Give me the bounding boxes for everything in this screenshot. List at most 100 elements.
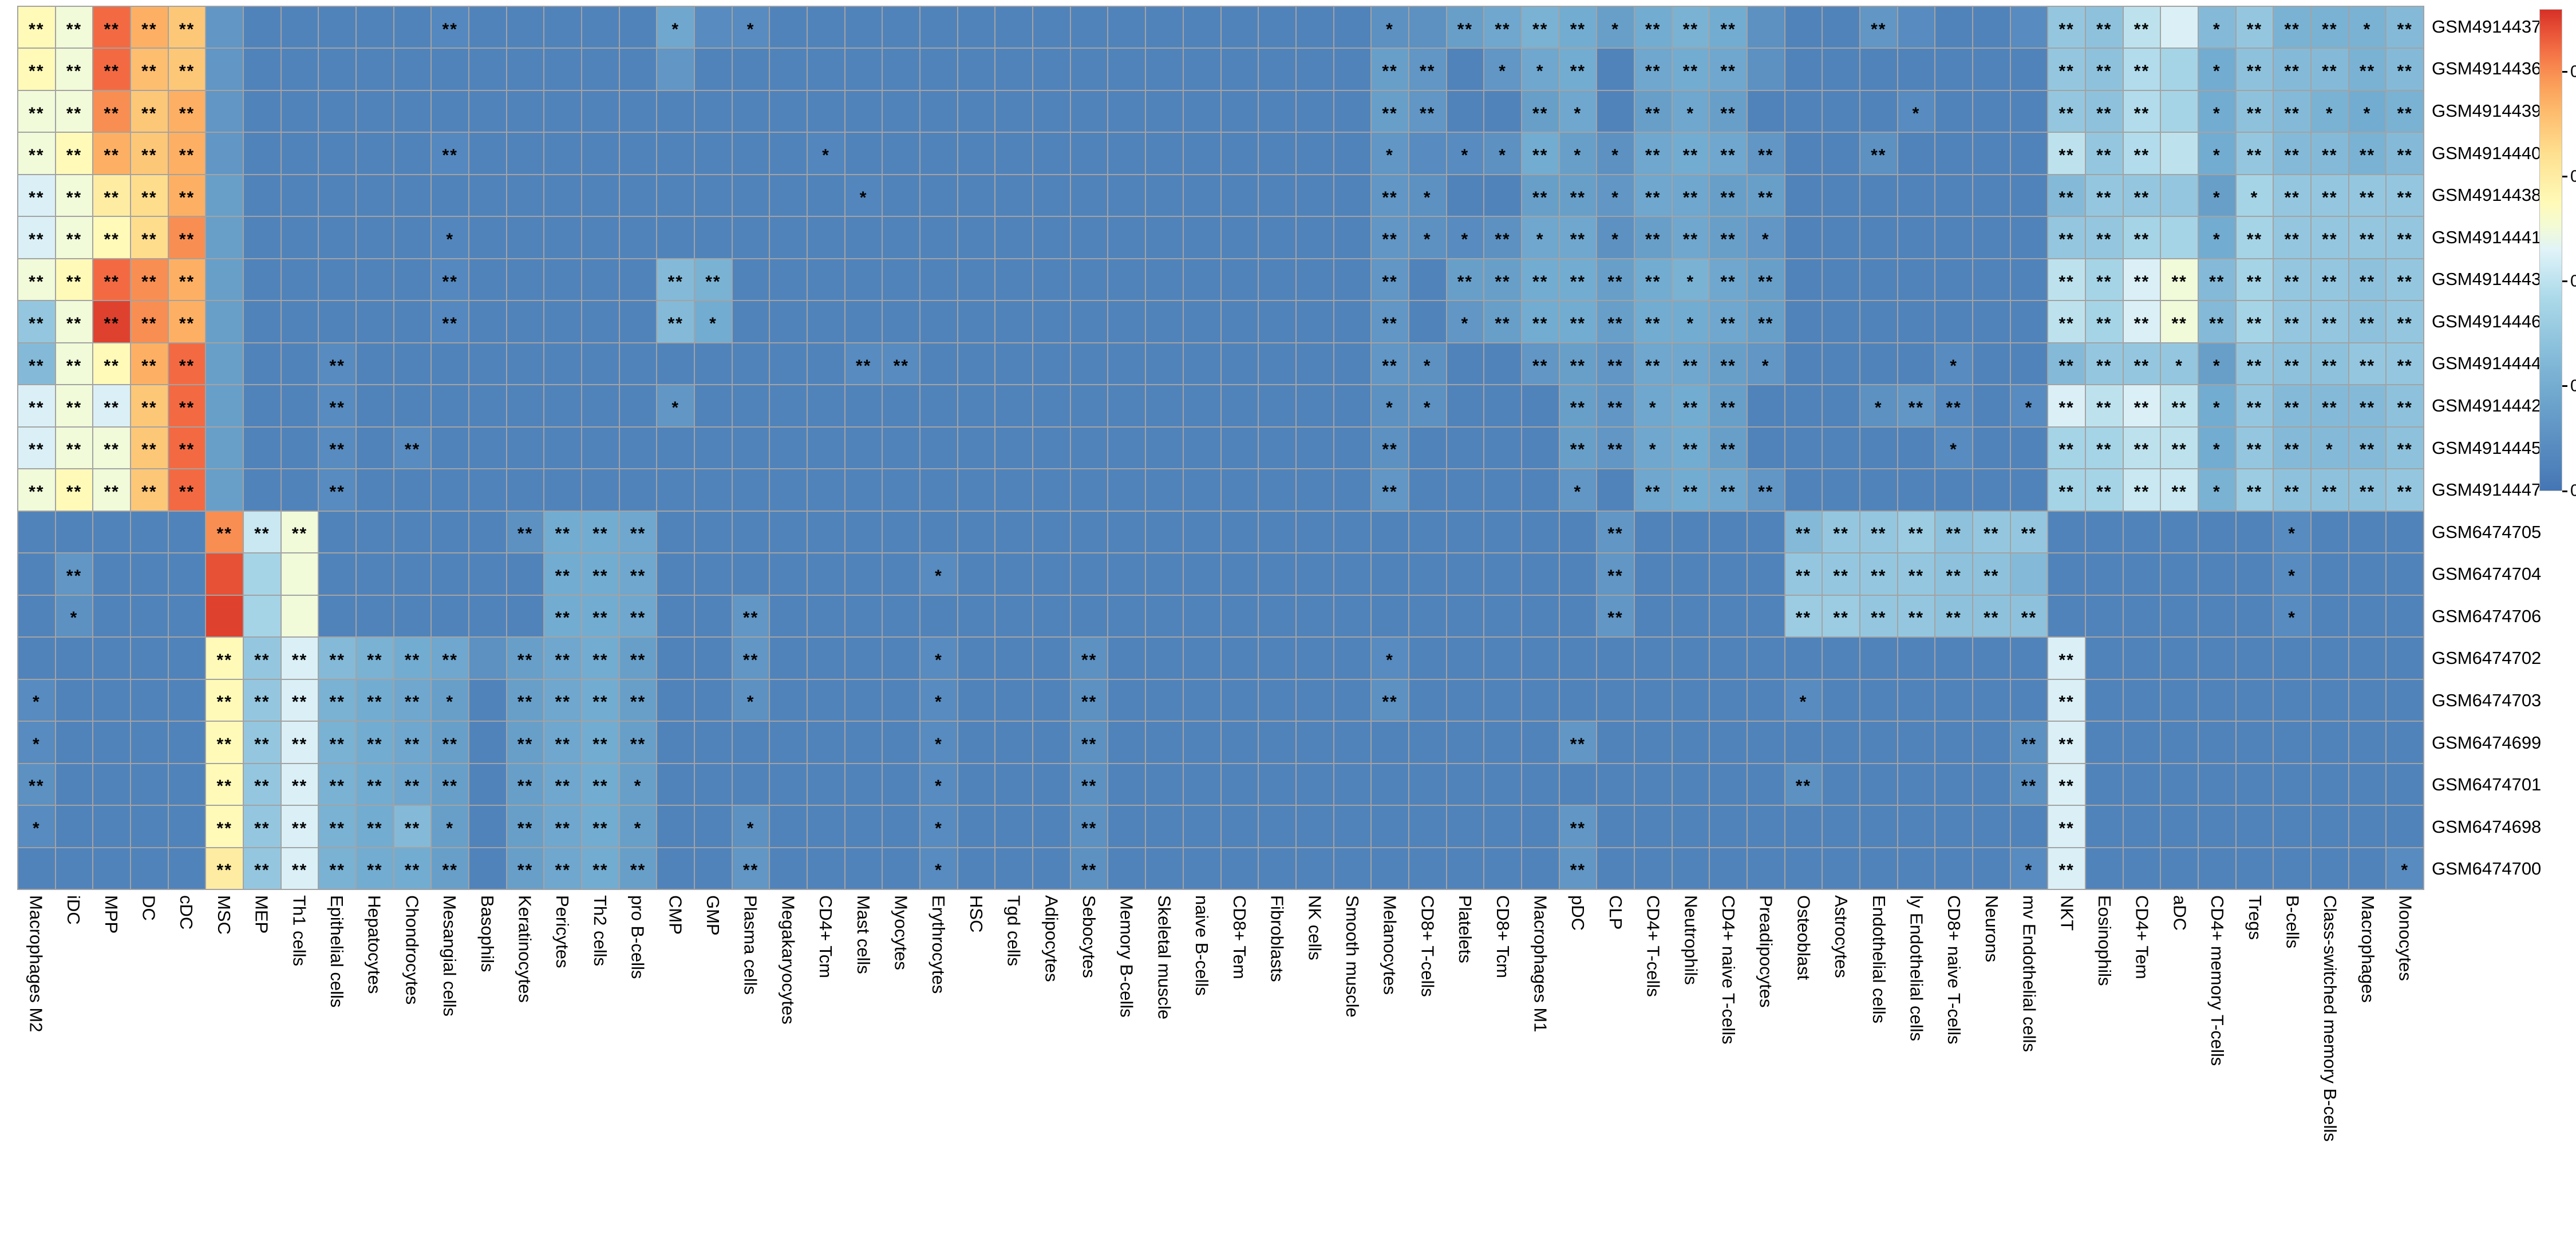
heatmap-cell	[920, 175, 957, 216]
heatmap-cell	[1183, 385, 1220, 426]
heatmap-cell: **	[131, 343, 168, 385]
heatmap-cell	[1447, 764, 1484, 805]
heatmap-cell: **	[244, 764, 280, 805]
heatmap-cell	[1221, 764, 1258, 805]
heatmap-cell: *	[808, 133, 844, 174]
heatmap-cell: **	[507, 806, 544, 847]
heatmap-cell: **	[2236, 217, 2273, 258]
heatmap-cell	[2161, 595, 2198, 637]
heatmap-cell	[2274, 848, 2310, 889]
heatmap-cell	[883, 427, 920, 469]
heatmap-cell: **	[168, 90, 206, 132]
heatmap-cell	[883, 722, 920, 763]
heatmap-cell: *	[1372, 133, 1408, 174]
heatmap-cell	[168, 848, 206, 889]
heatmap-cell: **	[1522, 7, 1559, 48]
heatmap-cell	[1108, 49, 1145, 90]
heatmap-cell	[1597, 806, 1634, 847]
colorbar-tick-label: 0.4	[2570, 272, 2576, 291]
heatmap-cell	[883, 259, 920, 300]
column-label: CMP	[665, 895, 686, 935]
heatmap-cell	[883, 7, 920, 48]
heatmap-cell	[695, 385, 732, 426]
heatmap-cell	[2123, 638, 2160, 679]
heatmap-cell	[695, 49, 732, 90]
heatmap-cell: **	[1672, 385, 1709, 426]
heatmap-cell: **	[1559, 722, 1597, 763]
heatmap-cell	[695, 553, 732, 595]
heatmap-cell	[2123, 848, 2160, 889]
heatmap-cell	[2085, 595, 2123, 637]
heatmap-cell: **	[2048, 259, 2085, 300]
heatmap-cell	[770, 764, 807, 805]
heatmap-cell	[1559, 638, 1597, 679]
heatmap-cell	[995, 469, 1033, 511]
heatmap-cell: **	[2274, 7, 2310, 48]
heatmap-cell	[1447, 427, 1484, 469]
row-label: GSM4914438	[2432, 185, 2542, 205]
heatmap-cell: **	[1973, 511, 2010, 553]
heatmap-cell: **	[1559, 427, 1597, 469]
heatmap-cell	[1146, 764, 1183, 805]
heatmap-cell	[883, 175, 920, 216]
heatmap-cell	[995, 638, 1033, 679]
heatmap-cell	[1259, 90, 1295, 132]
heatmap-cell	[168, 511, 206, 553]
heatmap-cell: **	[2010, 595, 2048, 637]
heatmap-cell	[56, 679, 93, 721]
heatmap-cell: **	[657, 301, 694, 342]
heatmap-cell	[244, 427, 280, 469]
heatmap-cell: **	[544, 722, 582, 763]
heatmap-cell	[1033, 427, 1070, 469]
heatmap-cell	[2010, 49, 2048, 90]
heatmap-cell	[883, 553, 920, 595]
heatmap-cell	[1672, 638, 1709, 679]
heatmap-cell	[732, 90, 769, 132]
heatmap-cell	[995, 679, 1033, 721]
heatmap-cell: **	[56, 133, 93, 174]
heatmap-cell	[1296, 469, 1333, 511]
heatmap-cell	[1146, 806, 1183, 847]
heatmap-cell	[732, 385, 769, 426]
heatmap-cell: *	[1409, 385, 1446, 426]
heatmap-cell: *	[1935, 343, 1972, 385]
heatmap-cell: **	[1409, 49, 1446, 90]
heatmap-cell: **	[582, 806, 619, 847]
heatmap-cell	[845, 301, 882, 342]
heatmap-cell	[507, 343, 544, 385]
heatmap-cell: **	[1898, 511, 1935, 553]
heatmap-cell	[695, 7, 732, 48]
heatmap-cell	[432, 469, 469, 511]
heatmap-cell	[845, 848, 882, 889]
heatmap-cell	[1183, 469, 1220, 511]
heatmap-cell: **	[357, 722, 393, 763]
heatmap-cell	[394, 301, 431, 342]
heatmap-cell	[1747, 7, 1784, 48]
heatmap-cell	[1710, 553, 1747, 595]
heatmap-cell: **	[56, 301, 93, 342]
heatmap-cell	[845, 259, 882, 300]
heatmap-cell	[1221, 511, 1258, 553]
heatmap-cell: **	[2311, 217, 2348, 258]
heatmap-cell	[357, 7, 393, 48]
heatmap-cell	[770, 217, 807, 258]
heatmap-cell: **	[1597, 427, 1634, 469]
heatmap-cell	[1183, 679, 1220, 721]
heatmap-cell	[808, 175, 844, 216]
heatmap-cell	[770, 301, 807, 342]
heatmap-cell	[770, 49, 807, 90]
heatmap-cell	[1108, 175, 1145, 216]
heatmap-cell	[1409, 638, 1446, 679]
heatmap-cell	[1672, 848, 1709, 889]
heatmap-cell	[319, 259, 356, 300]
heatmap-cell: **	[1522, 259, 1559, 300]
heatmap-cell	[1973, 90, 2010, 132]
heatmap-cell	[1898, 259, 1935, 300]
heatmap-cell: **	[1747, 133, 1784, 174]
heatmap-cell	[206, 427, 243, 469]
heatmap-cell	[168, 553, 206, 595]
colorbar-tick-label: 0.8	[2570, 62, 2576, 81]
heatmap-cell	[695, 679, 732, 721]
heatmap-cell	[2010, 806, 2048, 847]
heatmap-cell	[582, 301, 619, 342]
